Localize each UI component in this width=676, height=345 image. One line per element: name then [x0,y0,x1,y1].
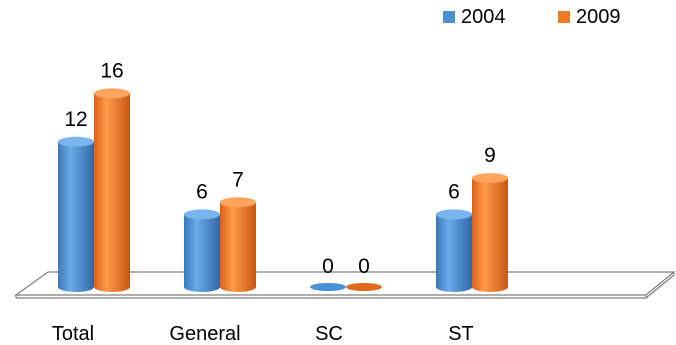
bar-body [472,178,508,292]
legend-label-2009: 2009 [576,6,621,28]
value-label-sc-2004: 0 [322,255,334,278]
bar-sc-2004 [310,283,346,291]
bar-body [58,141,94,292]
bar-st-2004 [436,209,472,292]
legend-swatch-2009 [558,11,570,23]
bar-top [220,197,256,208]
bar-st-2009 [472,173,508,292]
bar-top [436,209,472,220]
legend-label-2004: 2004 [461,6,506,28]
bar-top [58,136,94,147]
bar-general-2009 [220,197,256,292]
category-label-total: Total [52,323,94,345]
value-label-general-2009: 7 [232,168,244,191]
value-label-total-2009: 16 [100,59,123,82]
bar-total-2009 [94,88,130,293]
value-label-st-2009: 9 [484,144,496,167]
category-label-st: ST [448,323,474,345]
bar-body [220,202,256,292]
bar-sc-2009 [346,283,382,291]
bar-body [436,214,472,292]
bar-zero-disc [310,283,346,291]
bar-top [184,209,220,220]
value-label-sc-2009: 0 [358,255,370,278]
value-label-st-2004: 6 [448,180,460,203]
value-labels-layer: 12 16 6 7 0 0 6 9 [64,59,496,278]
bar-body [184,214,220,292]
category-label-general: General [169,323,240,345]
legend: 2004 2009 [443,6,621,28]
value-label-total-2004: 12 [64,108,87,131]
legend-swatch-2004 [443,11,455,23]
value-label-general-2004: 6 [196,180,208,203]
bar-top [94,88,130,99]
chart-floor [14,271,676,299]
category-labels-layer: Total General SC ST [52,323,474,345]
bar-zero-disc [346,283,382,291]
bar-body [94,93,130,293]
bars-layer [58,88,508,293]
bar-top [472,173,508,184]
bar-general-2004 [184,209,220,292]
category-label-sc: SC [315,323,343,345]
bar-total-2004 [58,136,94,292]
